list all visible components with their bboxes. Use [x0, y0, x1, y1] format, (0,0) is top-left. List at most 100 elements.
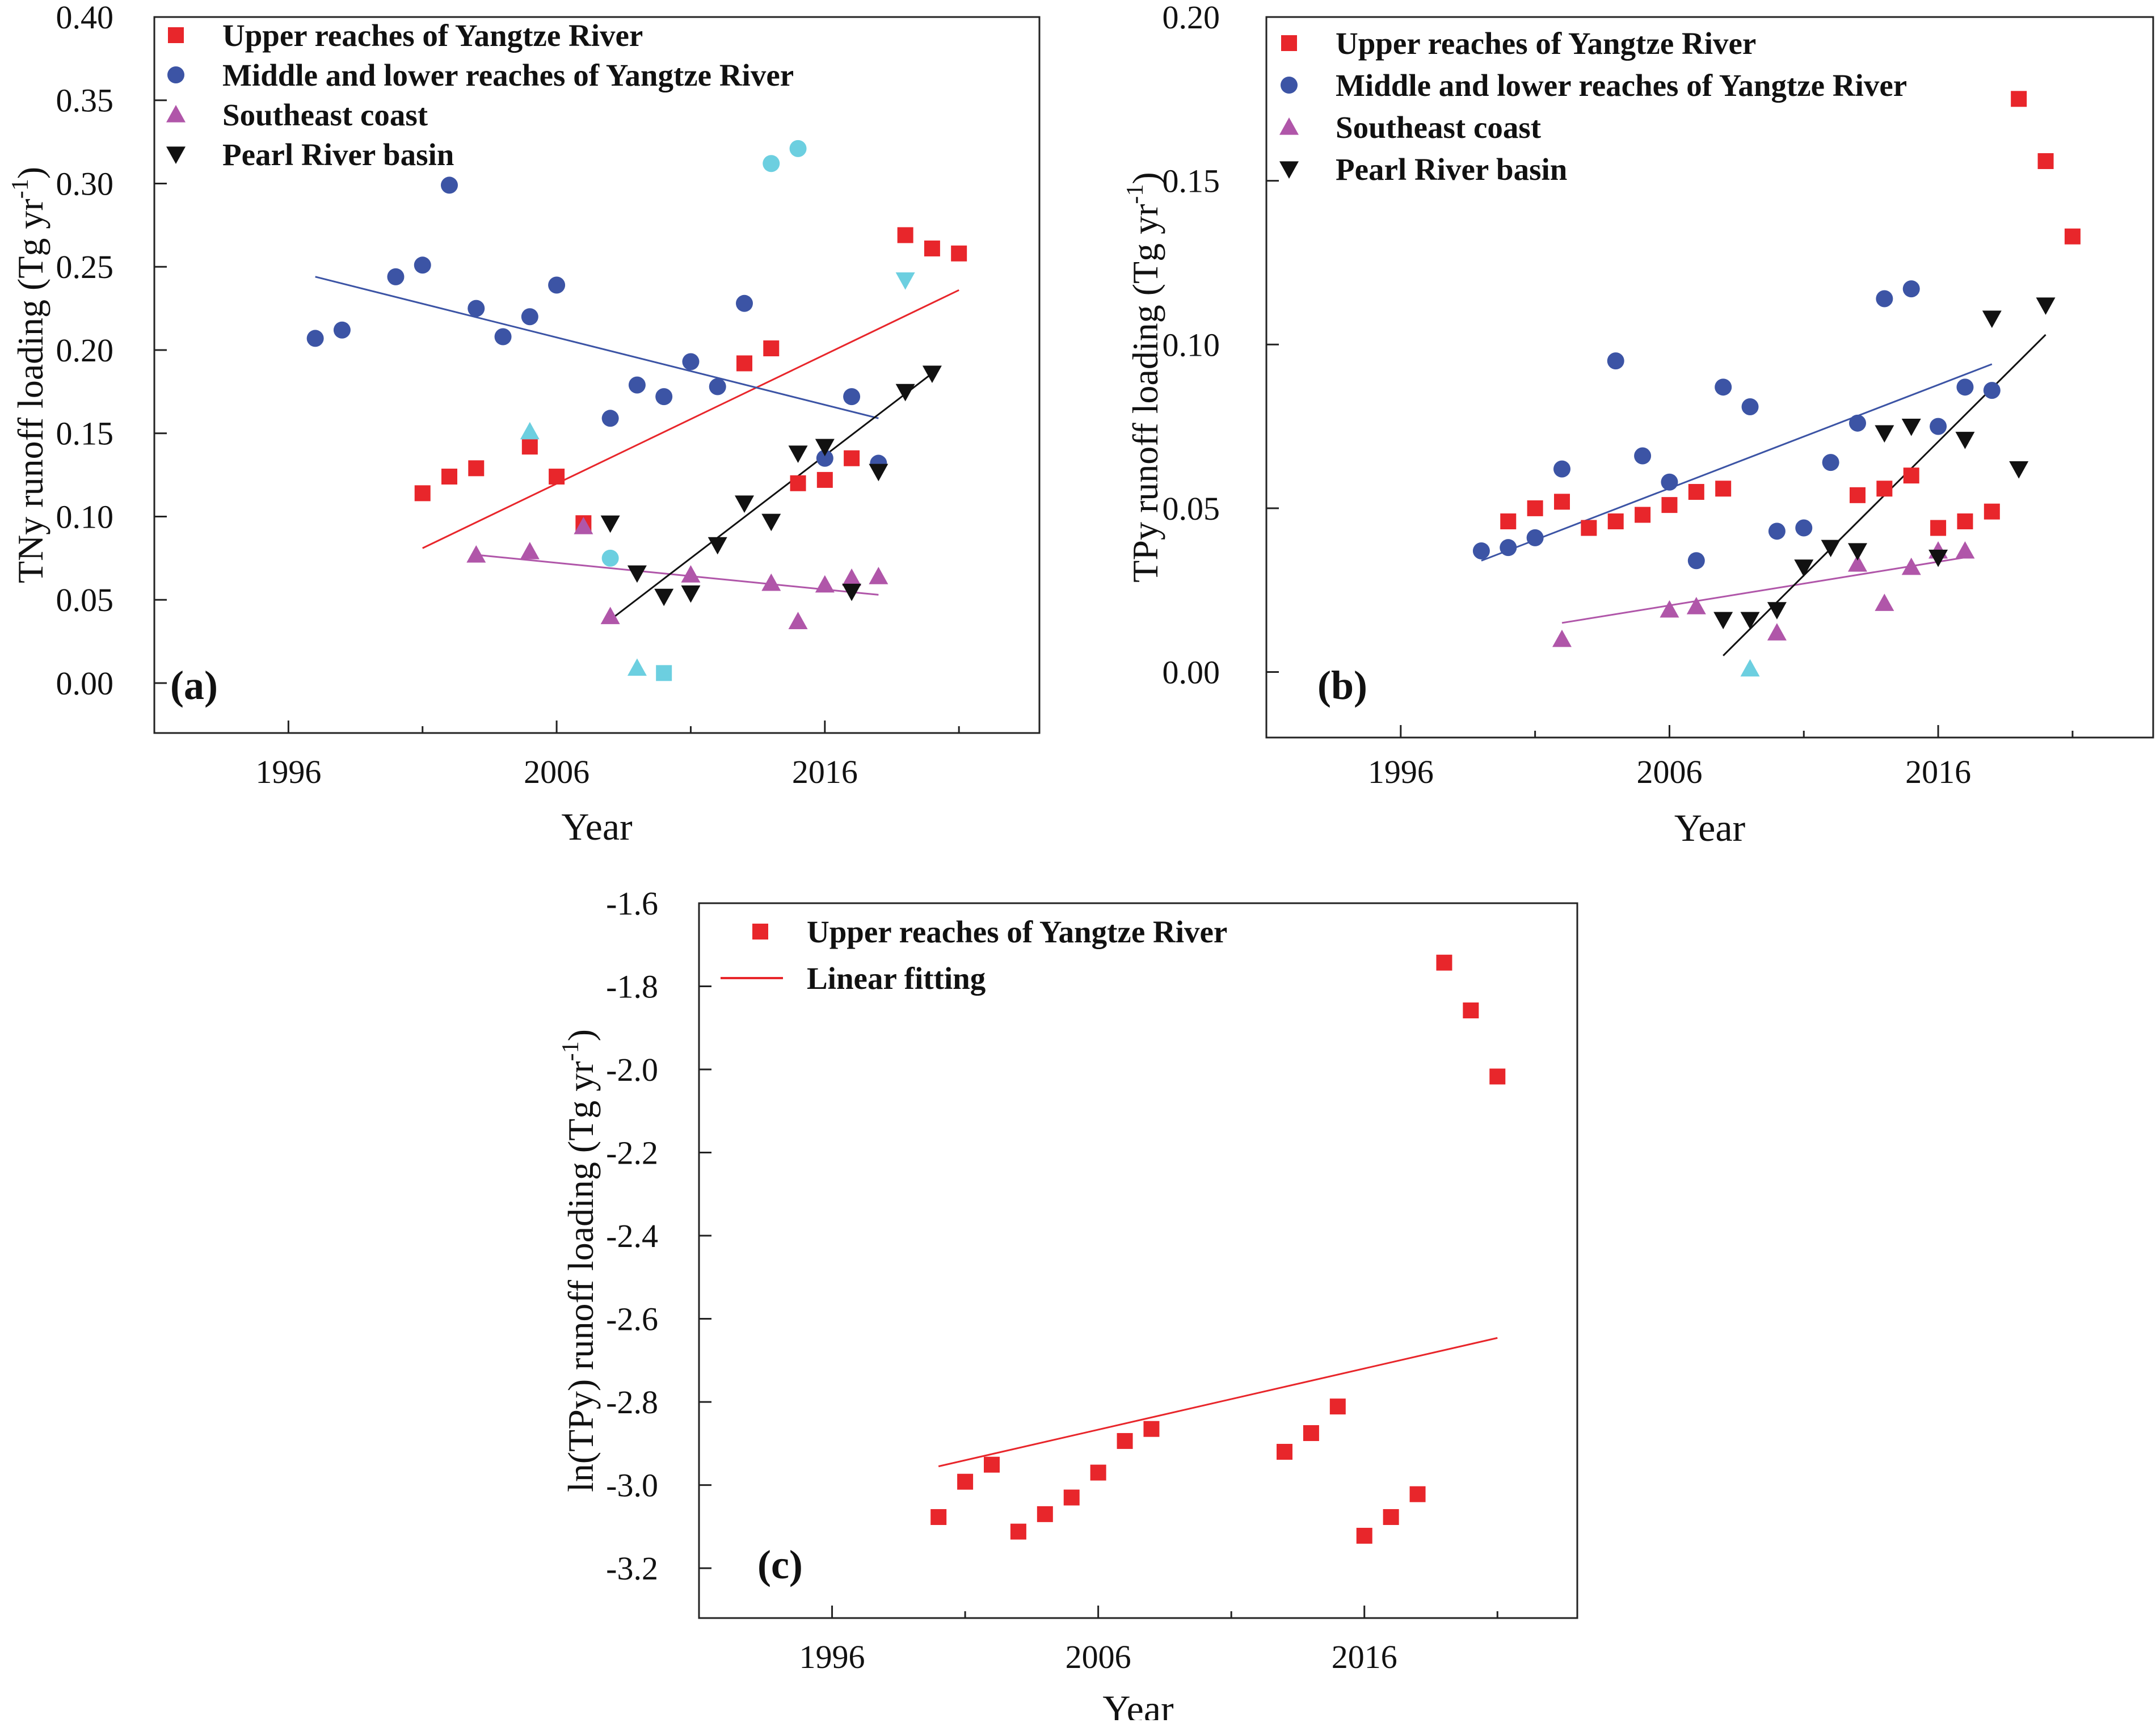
data-point-middle — [1526, 529, 1544, 546]
data-point-upper — [1037, 1506, 1053, 1522]
data-point-upper — [1930, 520, 1947, 536]
data-point-middle — [1849, 414, 1866, 432]
legend-marker-southeast — [1279, 117, 1299, 135]
legend-item-fit: Linear fitting — [721, 961, 986, 996]
data-point-middle — [628, 376, 646, 394]
data-point-pearl — [735, 495, 754, 513]
y-axis-title: TNy runoff loading (Tg yr-1) — [7, 167, 50, 583]
fit-line-upper — [422, 289, 959, 549]
legend-label-pearl: Pearl River basin — [222, 137, 454, 172]
legend-label-fit: Linear fitting — [807, 961, 986, 996]
y-tick-label: 0.40 — [56, 0, 114, 36]
legend-label-pearl: Pearl River basin — [1336, 152, 1567, 187]
data-point-middle — [736, 294, 753, 312]
y-tick-label: 0.15 — [1163, 163, 1220, 200]
data-point-southeast — [681, 565, 701, 583]
data-point-pearl — [1740, 612, 1760, 630]
data-point-outlier — [1740, 659, 1760, 677]
data-point-pearl — [922, 365, 942, 384]
data-point-upper — [1635, 507, 1651, 523]
x-tick-label: 2006 — [524, 753, 589, 790]
data-point-middle — [1930, 418, 1947, 435]
data-point-middle — [333, 321, 351, 339]
data-point-pearl — [869, 464, 888, 482]
data-point-upper — [1661, 497, 1678, 513]
data-point-upper — [897, 227, 913, 243]
y-tick-label: -1.6 — [606, 885, 658, 922]
data-point-southeast — [1875, 593, 1894, 611]
fit-line-fit — [938, 1337, 1498, 1468]
data-point-middle — [521, 308, 538, 326]
data-point-upper — [1554, 494, 1570, 510]
data-point-middle — [306, 330, 324, 347]
panel-c-frame — [698, 902, 1578, 1619]
data-point-pearl — [627, 565, 647, 583]
data-point-southeast — [1767, 623, 1787, 641]
legend-label-upper: Upper reaches of Yangtze River — [222, 18, 643, 53]
data-point-upper — [1090, 1464, 1106, 1481]
data-point-outlier — [656, 665, 672, 681]
data-point-middle — [1983, 382, 2001, 399]
legend-item-upper: Upper reaches of Yangtze River — [168, 18, 643, 53]
data-point-southeast — [574, 517, 593, 534]
data-point-middle — [441, 176, 458, 194]
data-point-pearl — [761, 513, 781, 532]
data-point-upper — [844, 450, 860, 466]
data-point-upper — [414, 485, 431, 502]
data-point-middle — [1634, 447, 1652, 465]
data-point-upper — [1436, 954, 1452, 971]
data-point-southeast — [600, 606, 620, 625]
y-tick-label: 0.05 — [56, 582, 114, 618]
data-point-middle — [843, 388, 861, 406]
data-point-upper — [1303, 1425, 1319, 1442]
y-tick-label: 0.10 — [56, 498, 114, 535]
y-tick-label: 0.00 — [1163, 654, 1220, 691]
data-point-outlier — [627, 658, 647, 676]
data-point-pearl — [654, 588, 674, 606]
legend-item-pearl: Pearl River basin — [1279, 152, 1567, 187]
data-point-middle — [1956, 378, 1974, 396]
x-tick-label: 2016 — [1905, 753, 1971, 790]
fit-line-middle — [315, 276, 879, 419]
data-point-upper — [951, 245, 967, 262]
data-point-middle — [682, 353, 700, 370]
x-tick-label: 2006 — [1066, 1638, 1131, 1675]
x-axis-title: Year — [1674, 806, 1746, 849]
legend-marker-upper — [752, 924, 768, 940]
data-point-upper — [1489, 1068, 1506, 1085]
data-point-southeast — [1552, 629, 1572, 647]
data-point-upper — [1581, 520, 1597, 536]
data-point-upper — [816, 471, 833, 488]
fit-line-southeast — [1561, 557, 1965, 624]
data-point-upper — [1607, 513, 1624, 529]
y-tick-label: 0.30 — [56, 165, 114, 202]
fit-line-southeast — [476, 554, 879, 596]
data-point-upper — [1957, 513, 1973, 529]
legend-item-southeast: Southeast coast — [1279, 110, 1542, 145]
y-tick-label: 0.20 — [56, 332, 114, 369]
legend-marker-upper — [1281, 35, 1297, 51]
x-tick-label: 2016 — [792, 753, 858, 790]
data-point-upper — [1356, 1527, 1372, 1544]
data-point-upper — [2037, 153, 2054, 169]
data-point-middle — [601, 410, 619, 427]
legend-label-middle: Middle and lower reaches of Yangtze Rive… — [1336, 68, 1907, 103]
x-tick-label: 1996 — [799, 1638, 865, 1675]
panel-c: -3.2 -3.0 -2.8 -2.6 -2.4 -2.2 -2.0 -1.8 -1.6 1996… — [558, 885, 1578, 1723]
data-point-southeast — [1686, 597, 1706, 614]
legend-label-upper: Upper reaches of Yangtze River — [807, 915, 1227, 949]
y-axis-title: TPy runoff loading (Tg yr-1) — [1122, 172, 1165, 582]
legend-item-upper: Upper reaches of Yangtze River — [1281, 26, 1756, 61]
data-point-upper — [736, 355, 752, 372]
data-point-southeast — [842, 568, 862, 586]
data-point-pearl — [1875, 425, 1894, 443]
data-point-middle — [1876, 290, 1893, 307]
legend-label-southeast: Southeast coast — [1336, 110, 1542, 145]
x-tick-label: 2006 — [1636, 753, 1702, 790]
data-point-upper — [2011, 91, 2027, 107]
data-point-middle — [816, 449, 833, 467]
data-point-southeast — [1848, 554, 1867, 572]
data-point-middle — [468, 300, 485, 317]
panel-label-c: (c) — [757, 1542, 803, 1587]
